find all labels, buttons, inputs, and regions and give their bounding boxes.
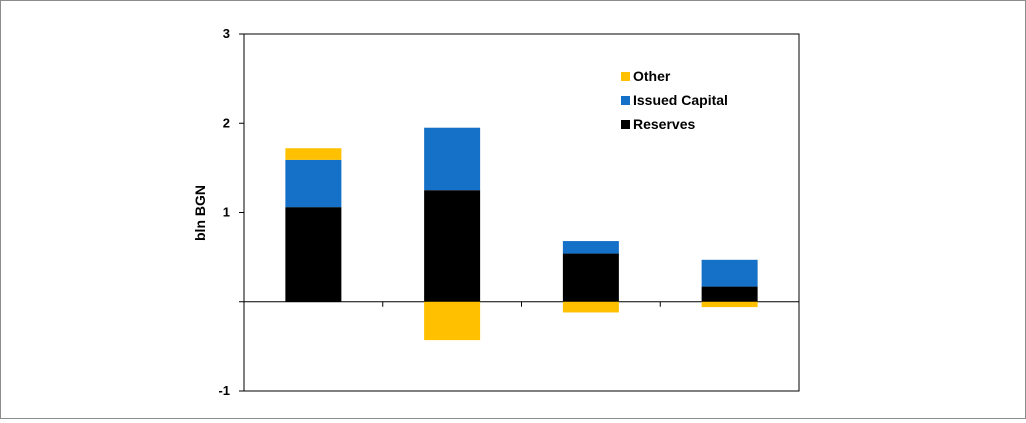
legend-label-issued-capital: Issued Capital [633,92,728,108]
y-tick-label: 1 [223,205,230,220]
y-tick-label: 3 [223,26,230,41]
bar-issued-capital [701,259,758,287]
legend-swatch-reserves [621,120,630,129]
y-axis-title: bln BGN [192,185,208,241]
bar-reserves [562,253,619,302]
y-axis: -1 1 2 3 [218,26,244,398]
bar-other [562,301,619,313]
bar-reserves [424,190,481,302]
bar-reserves [701,286,758,302]
bar-issued-capital [562,241,619,254]
bar-other [424,301,481,341]
legend-label-reserves: Reserves [633,116,695,132]
legend-swatch-other [621,72,630,81]
y-tick-label: 2 [223,115,230,130]
legend-label-other: Other [633,68,671,84]
bars [285,127,758,341]
bar-issued-capital [424,127,481,191]
bar-other [285,148,342,160]
bar-issued-capital [285,159,342,208]
y-tick-label: -1 [218,383,230,398]
bar-reserves [285,207,342,302]
bar-other [701,301,758,308]
legend: Other Issued Capital Reserves [621,68,728,132]
legend-swatch-issued-capital [621,96,630,105]
